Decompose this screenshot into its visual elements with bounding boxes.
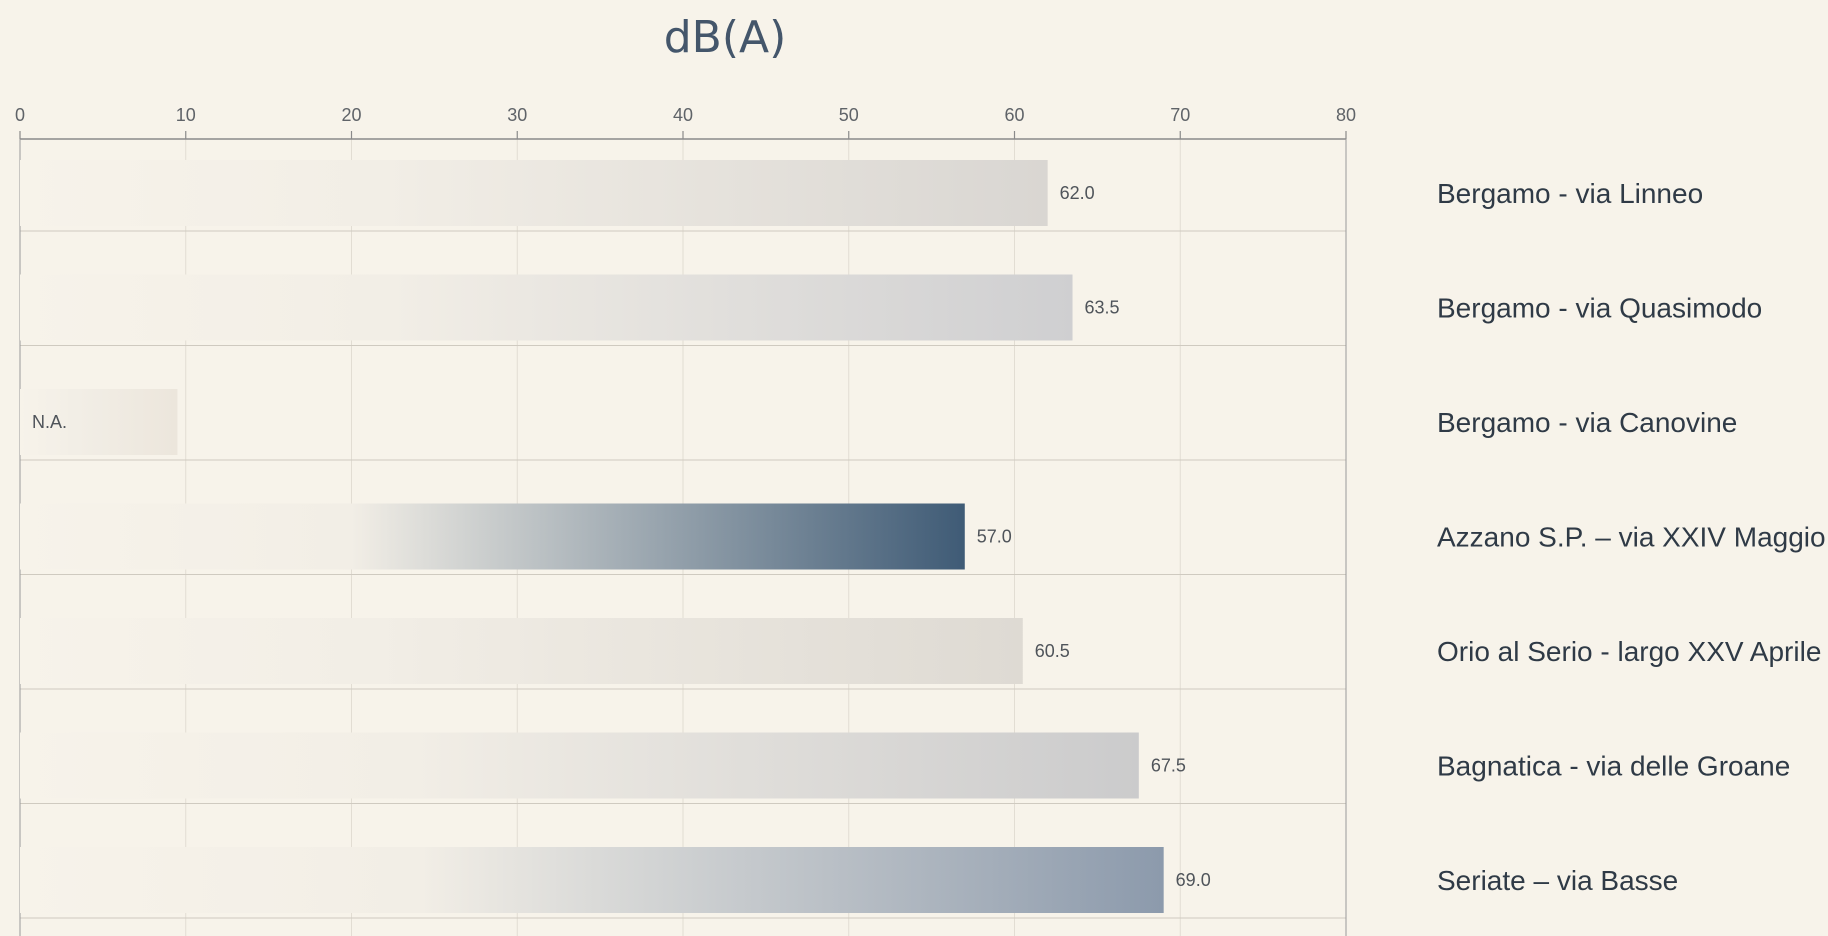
x-axis: 0 10 20 30 40 50 60 70 80 [15, 105, 1356, 936]
value-label: 67.5 [1151, 756, 1186, 776]
value-label: 62.0 [1060, 183, 1095, 203]
value-label: 60.5 [1035, 641, 1070, 661]
value-label: N.A. [32, 412, 67, 432]
bars [20, 160, 1164, 913]
value-labels: 62.0 63.5 N.A. 57.0 60.5 67.5 69.0 [32, 183, 1211, 890]
bar [20, 732, 1139, 799]
category-label: Bagnatica - via delle Groane [1437, 751, 1790, 782]
category-label: Azzano S.P. – via XXIV Maggio [1437, 522, 1826, 553]
x-tick-label: 80 [1336, 105, 1356, 125]
value-label: 57.0 [977, 527, 1012, 547]
x-tick-label: 0 [15, 105, 25, 125]
chart-title: dB(A) [664, 12, 787, 63]
bar [20, 160, 1048, 226]
x-tick-label: 70 [1170, 105, 1190, 125]
x-tick-label: 30 [507, 105, 527, 125]
x-tick-label: 40 [673, 105, 693, 125]
x-tick-label: 20 [341, 105, 361, 125]
category-label: Orio al Serio - largo XXV Aprile [1437, 636, 1821, 667]
category-label: Seriate – via Basse [1437, 865, 1678, 896]
bar [20, 274, 1073, 341]
x-tick-label: 50 [839, 105, 859, 125]
category-label: Bergamo - via Linneo [1437, 178, 1703, 209]
category-label: Bergamo - via Canovine [1437, 407, 1737, 438]
bar [20, 503, 965, 570]
bar [20, 847, 1164, 913]
category-labels: Bergamo - via Linneo Bergamo - via Quasim… [1437, 178, 1826, 896]
x-tick-label: 10 [176, 105, 196, 125]
value-label: 69.0 [1176, 870, 1211, 890]
x-tick-label: 60 [1004, 105, 1024, 125]
category-label: Bergamo - via Quasimodo [1437, 293, 1762, 324]
bar-not-available [20, 389, 178, 455]
value-label: 63.5 [1085, 298, 1120, 318]
bar [20, 618, 1023, 684]
